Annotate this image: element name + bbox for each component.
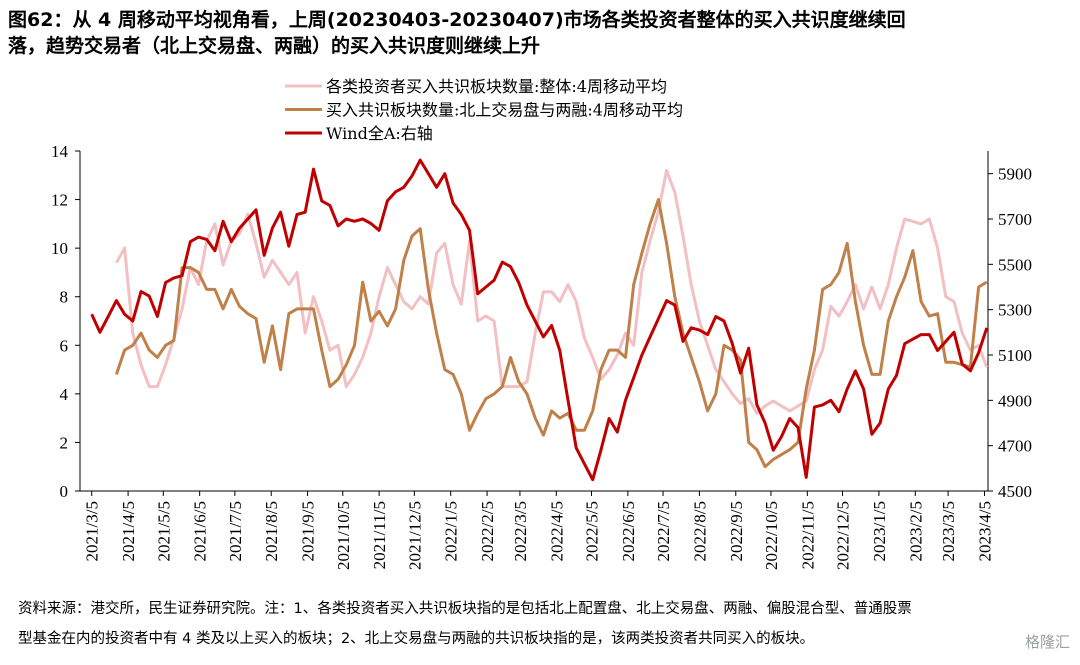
y-tick-label: 0 — [60, 482, 69, 501]
y-tick-label: 14 — [51, 142, 69, 161]
x-tick-label: 2022/1/5 — [442, 501, 461, 561]
x-tick-label: 2022/6/5 — [619, 501, 638, 561]
series-line — [90, 158, 989, 482]
y-tick-label: 4 — [60, 385, 69, 404]
x-tick-label: 2022/5/5 — [582, 501, 601, 561]
y2-tick-label: 5100 — [998, 346, 1032, 365]
y2-tick-label: 4700 — [998, 437, 1032, 456]
x-tick-label: 2022/12/5 — [834, 501, 853, 570]
x-tick-label: 2021/5/5 — [154, 501, 173, 561]
x-tick-label: 2021/6/5 — [191, 501, 210, 561]
x-tick-label: 2021/8/5 — [262, 501, 281, 561]
x-tick-label: 2023/2/5 — [906, 501, 925, 561]
x-tick-label: 2021/7/5 — [226, 501, 245, 561]
x-tick-label: 2021/3/5 — [83, 501, 102, 561]
y2-tick-label: 5700 — [998, 210, 1032, 229]
legend-label: 买入共识板块数量:北上交易盘与两融:4周移动平均 — [326, 101, 683, 120]
x-tick-label: 2022/4/5 — [547, 501, 566, 561]
chart-title: 图62：从 4 周移动平均视角看，上周(20230403-20230407)市场… — [8, 8, 906, 31]
footnote: 型基金在内的投资者中有 4 类及以上买入的板块；2、北上交易盘与两融的共识板块指… — [18, 629, 814, 647]
x-tick-label: 2021/4/5 — [119, 501, 138, 561]
y2-tick-label: 4500 — [998, 482, 1032, 501]
x-tick-label: 2021/10/5 — [334, 501, 353, 570]
y-tick-label: 6 — [60, 336, 69, 355]
x-tick-label: 2022/7/5 — [654, 501, 673, 561]
x-tick-label: 2022/11/5 — [798, 501, 817, 569]
legend-label: 各类投资者买入共识板块数量:整体:4周移动平均 — [326, 77, 667, 96]
x-tick-label: 2022/10/5 — [762, 501, 781, 570]
x-tick-label: 2022/2/5 — [478, 501, 497, 561]
x-tick-label: 2021/11/5 — [370, 501, 389, 569]
y-tick-label: 2 — [60, 433, 69, 452]
chart-subtitle: 落，趋势交易者（北上交易盘、两融）的买入共识度则继续上升 — [8, 34, 540, 57]
x-tick-label: 2021/12/5 — [405, 501, 424, 570]
y2-tick-label: 5300 — [998, 301, 1032, 320]
watermark: 格隆汇 — [1025, 633, 1070, 651]
y-tick-label: 8 — [60, 288, 69, 307]
y2-tick-label: 5900 — [998, 165, 1032, 184]
x-tick-label: 2021/9/5 — [299, 501, 318, 561]
series-line — [115, 168, 989, 415]
x-tick-label: 2023/4/5 — [975, 501, 994, 561]
x-tick-label: 2023/3/5 — [939, 501, 958, 561]
x-tick-label: 2022/9/5 — [727, 501, 746, 561]
y-tick-label: 12 — [51, 191, 68, 210]
y2-tick-label: 5500 — [998, 255, 1032, 274]
series-line — [114, 198, 988, 469]
x-tick-label: 2022/8/5 — [690, 501, 709, 561]
footnote: 资料来源：港交所，民生证券研究院。注：1、各类投资者买入共识板块指的是包括北上配… — [18, 599, 912, 617]
y2-tick-label: 4900 — [998, 391, 1032, 410]
y-tick-label: 10 — [51, 239, 68, 258]
x-tick-label: 2022/3/5 — [511, 501, 530, 561]
x-tick-label: 2023/1/5 — [870, 501, 889, 561]
legend-label: Wind全A:右轴 — [326, 124, 433, 143]
